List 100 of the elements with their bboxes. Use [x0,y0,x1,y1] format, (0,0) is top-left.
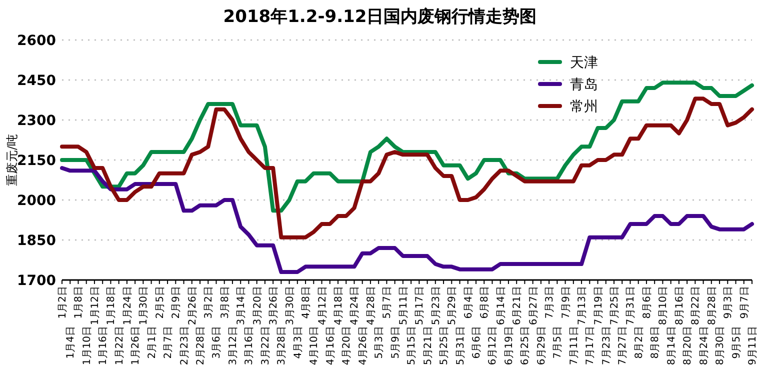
line-series [60,96,754,240]
y-tick-label: 1850 [17,233,56,249]
x-tick-label: 2月7日 [163,326,174,359]
x-tick-label: 7月31日 [626,286,637,326]
x-tick-label: 7月5日 [552,326,564,359]
x-tick-label: 5月25日 [439,326,450,366]
y-tick-label: 2450 [17,73,56,89]
x-tick-label: 8月6日 [642,286,653,319]
x-tick-label: 3月12日 [228,326,239,366]
x-tick-label: 9月3日 [723,286,734,319]
x-tick-label: 5月23日 [430,286,442,326]
x-tick-label: 4月10日 [309,326,320,366]
y-axis-title: 重废元/吨 [5,134,19,186]
x-tick-label: 1月8日 [74,286,85,319]
x-tick-label: 4月20日 [342,326,353,366]
x-tick-label: 3月22日 [260,326,272,366]
x-tick-label: 7月3日 [544,286,556,319]
x-tick-label: 3月14日 [236,286,248,326]
x-tick-label: 1月18日 [106,286,118,326]
x-tick-label: 9月11日 [748,326,758,366]
x-tick-label: 6月12日 [488,326,499,366]
x-tick-label: 5月15日 [406,326,418,366]
x-tick-label: 9月7日 [739,286,750,319]
x-tick-label: 4月28日 [366,286,377,326]
x-tick-label: 1月30日 [138,286,150,326]
x-tick-label: 3月8日 [220,286,231,319]
legend-label: 天津 [570,55,598,71]
x-tick-label: 1月26日 [130,326,142,366]
x-tick-label: 4月24日 [350,286,361,326]
x-tick-label: 7月9日 [560,286,572,319]
x-tick-label: 6月6日 [472,326,482,359]
x-tick-label: 1月2日 [58,286,68,319]
x-tick-label: 8月10日 [658,286,670,326]
x-tick-label: 4月26日 [358,326,369,366]
x-tick-label: 6月8日 [480,286,491,319]
x-tick-label: 3月20日 [252,286,264,326]
x-tick-label: 4月18日 [334,286,344,326]
x-tick-label: 2月26日 [187,286,198,326]
x-tick-label: 6月19日 [504,326,515,366]
x-tick-label: 9月5日 [731,326,742,359]
x-tick-label: 7月25日 [610,286,620,326]
x-tick-label: 8月16日 [674,286,686,326]
x-tick-label: 1月4日 [66,326,77,359]
x-tick-label: 8月14日 [666,326,678,366]
x-tick-label: 1月12日 [90,286,101,326]
x-tick-label: 8月8日 [650,326,662,359]
x-tick-label: 5月29日 [447,286,458,326]
x-tick-label: 6月14日 [496,286,507,326]
x-tick-label: 6月4日 [463,286,474,319]
x-tick-label: 8月24日 [698,326,710,366]
x-tick-label: 2月23日 [179,326,190,366]
x-tick-label: 3月16日 [244,326,256,366]
x-tick-label: 3月30日 [284,286,296,326]
x-tick-label: 5月3日 [374,326,386,359]
x-tick-label: 7月27日 [618,326,629,366]
y-tick-label: 2000 [17,193,56,209]
x-tick-label: 3月26日 [268,286,280,326]
y-tick-label: 1700 [17,273,56,289]
y-tick-label: 2600 [17,33,56,49]
x-tick-label: 5月31日 [455,326,466,366]
x-tick-label: 6月21日 [512,286,524,326]
x-tick-label: 1月22日 [114,326,126,366]
x-tick-label: 5月11日 [398,286,410,326]
x-tick-label: 7月23日 [601,326,612,366]
x-tick-label: 2月5日 [154,286,166,319]
x-tick-label: 6月27日 [528,286,540,326]
x-tick-label: 3月6日 [212,326,223,359]
y-tick-label: 2150 [17,153,56,169]
x-tick-label: 5月21日 [422,326,434,366]
x-tick-label: 8月28日 [706,286,718,326]
y-tick-label: 2300 [17,113,56,129]
x-tick-label: 7月13日 [577,286,588,326]
x-tick-label: 3月2日 [204,286,215,319]
legend-label: 常州 [570,99,598,115]
x-tick-label: 2月28日 [196,326,206,366]
x-tick-label: 7月11日 [568,326,580,366]
x-tick-label: 4月16日 [325,326,336,366]
x-tick-label: 5月17日 [414,286,426,326]
line-series [60,166,754,274]
legend-label: 青岛 [570,77,598,93]
x-tick-label: 8月20日 [682,326,694,366]
x-tick-label: 8月2日 [634,326,645,359]
x-tick-label: 7月17日 [585,326,596,366]
x-tick-label: 4月8日 [301,286,312,319]
x-tick-label: 7月19日 [593,286,604,326]
x-tick-label: 8月30日 [715,326,726,366]
x-tick-label: 5月7日 [382,286,394,319]
x-tick-label: 8月22日 [690,286,702,326]
x-tick-label: 1月16日 [98,326,110,366]
x-tick-label: 1月10日 [82,326,93,366]
chart-title: 2018年1.2-9.12日国内废钢行情走势图 [223,7,537,27]
x-tick-label: 3月28日 [276,326,288,366]
x-tick-label: 5月9日 [390,326,402,359]
x-tick-label: 6月29日 [536,326,548,366]
x-tick-label: 4月3日 [292,326,304,359]
x-tick-label: 2月9日 [171,286,182,319]
x-tick-label: 2月1日 [146,326,158,359]
x-tick-label: 1月24日 [122,286,134,326]
x-tick-label: 4月12日 [317,286,328,326]
x-tick-label: 6月25日 [520,326,532,366]
